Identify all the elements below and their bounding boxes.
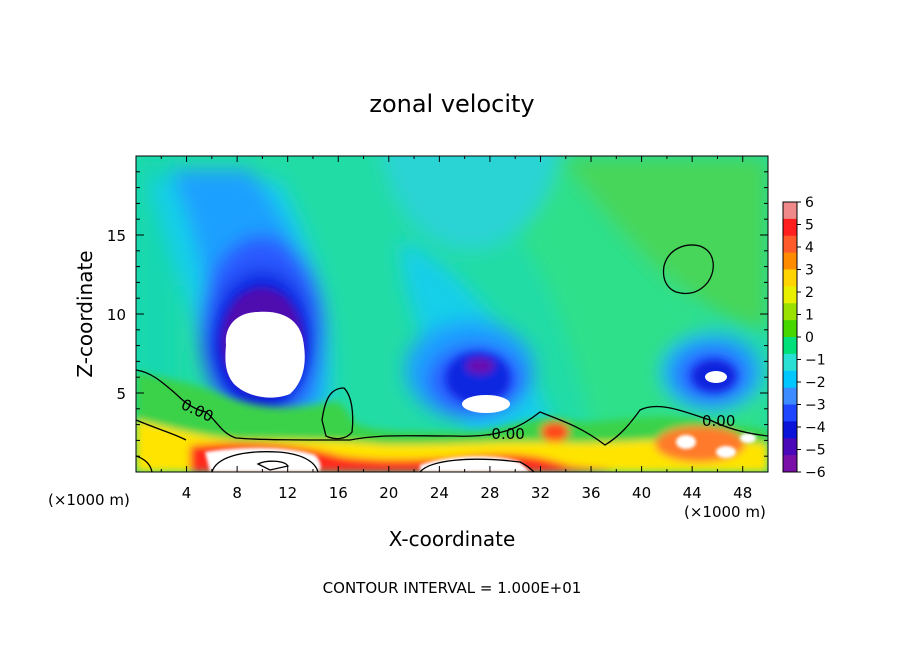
colorbar-tick-label: −3 (805, 398, 826, 414)
zero-contours (136, 244, 768, 472)
colorbar-swatch (783, 252, 797, 270)
x-axis: 4 8 12 16 20 24 28 32 36 40 44 48 (160, 156, 752, 502)
colorbar-tick-label: 1 (805, 308, 814, 324)
y-axis-label: Z-coordinate (73, 250, 97, 377)
x-tick-label: 4 (182, 484, 192, 502)
colorbar-swatch (783, 404, 797, 422)
x-tick-label: 28 (480, 484, 499, 502)
colorbar-tick-label: −1 (805, 353, 826, 369)
colorbar-tick-label: −4 (805, 420, 826, 436)
contour-label: 0.00 (702, 412, 735, 430)
colorbar-swatch (783, 353, 797, 372)
colorbar-tick-label: −2 (805, 375, 826, 391)
y-axis: 5 10 15 (107, 171, 768, 457)
colorbar-tick-label: 3 (805, 263, 814, 279)
contour-label: -0.00 (486, 425, 525, 443)
colorbar-swatch (783, 235, 797, 254)
colorbar-swatch (783, 320, 797, 338)
x-tick-label: 8 (232, 484, 242, 502)
colorbar-swatch (783, 269, 797, 287)
colorbar-swatch (783, 202, 797, 220)
x-tick-label: 48 (733, 484, 752, 502)
colorbar-tick-label: 2 (805, 285, 814, 301)
saturation-blob (225, 311, 305, 398)
x-unit-label-left: (×1000 m) (48, 491, 130, 509)
x-unit-label-right: (×1000 m) (684, 503, 766, 521)
x-tick-label: 40 (632, 484, 651, 502)
colorbar-swatch (783, 421, 797, 439)
x-tick-label: 24 (430, 484, 449, 502)
x-tick-label: 20 (379, 484, 398, 502)
colorbar-swatch (783, 438, 797, 456)
colorbar-tick-label: 5 (805, 218, 814, 234)
colorbar-tick-label: 6 (805, 195, 814, 211)
colorbar-swatch (783, 303, 797, 321)
y-tick-label: 15 (107, 227, 126, 245)
x-tick-label: 36 (581, 484, 600, 502)
y-tick-label: 5 (116, 385, 126, 403)
colorbar-tick-label: −5 (805, 443, 826, 459)
colorbar-tick-label: −6 (805, 465, 826, 481)
x-axis-label: X-coordinate (389, 527, 516, 551)
x-tick-label: 12 (278, 484, 297, 502)
x-tick-label: 44 (683, 484, 702, 502)
colorbar-swatch (783, 337, 797, 355)
chart-title: zonal velocity (369, 90, 534, 118)
colorbar-swatch (783, 218, 797, 237)
x-tick-label: 32 (531, 484, 550, 502)
contour-interval-note: CONTOUR INTERVAL = 1.000E+01 (323, 579, 582, 597)
colorbar: 6 5 4 3 2 1 0 −1 −2 −3 −4 −5 −6 (782, 195, 826, 481)
colorbar-swatch (783, 455, 797, 473)
y-tick-label: 10 (107, 306, 126, 324)
plot-area: 0.00 -0.00 0.00 (136, 156, 768, 472)
colorbar-swatch (783, 387, 797, 405)
colorbar-tick-label: 0 (805, 330, 814, 346)
colorbar-tick-label: 4 (805, 240, 814, 256)
x-tick-label: 16 (329, 484, 348, 502)
colorbar-swatch (783, 286, 797, 304)
colorbar-swatch (783, 370, 797, 389)
